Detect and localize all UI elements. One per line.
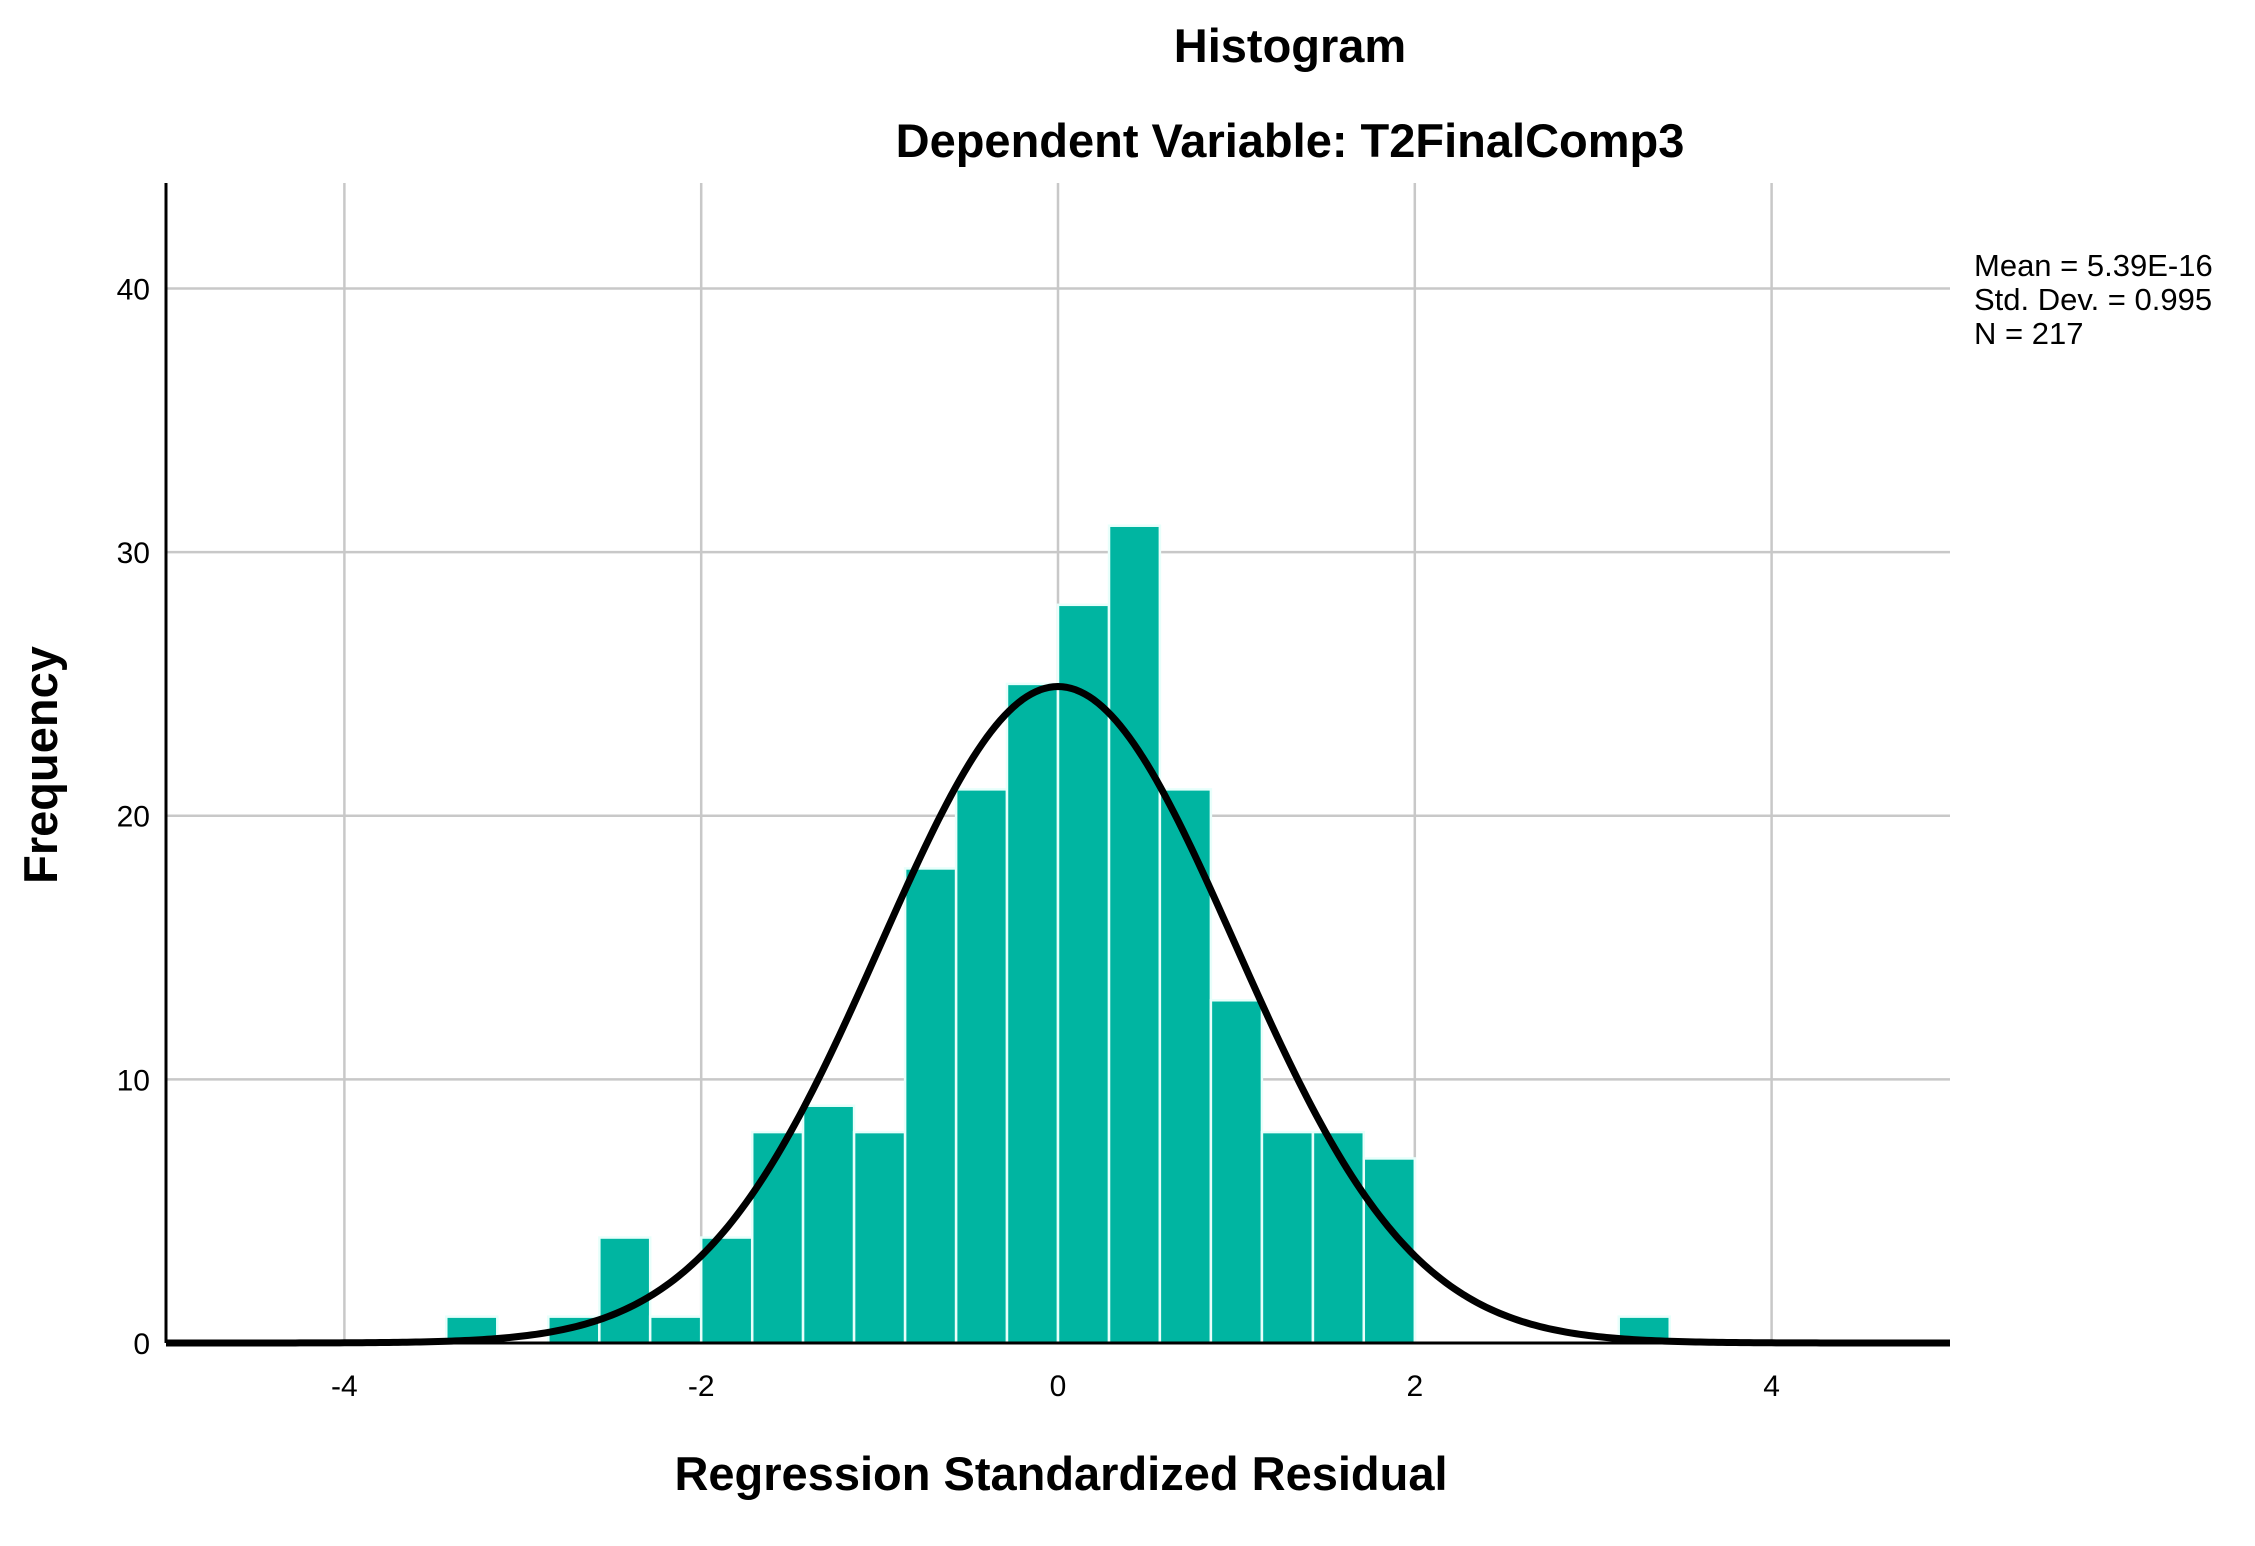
y-tick-label: 40 bbox=[117, 273, 150, 306]
histogram-bar bbox=[598, 1236, 652, 1345]
x-tick-label: -4 bbox=[331, 1370, 358, 1403]
y-tick-label: 10 bbox=[117, 1064, 150, 1097]
histogram-bar bbox=[750, 1130, 805, 1345]
stats-legend: Mean = 5.39E-16 Std. Dev. = 0.995 N = 21… bbox=[1974, 248, 2213, 351]
y-tick-label: 0 bbox=[133, 1328, 150, 1361]
axes bbox=[164, 183, 1950, 1345]
histogram-bar bbox=[1056, 603, 1111, 1345]
normal-curve bbox=[166, 683, 1950, 1347]
y-axis-label: Frequency bbox=[14, 646, 67, 884]
histogram-bar bbox=[852, 1130, 907, 1345]
histogram-bar bbox=[1005, 682, 1060, 1345]
histogram-bar bbox=[801, 1104, 856, 1345]
y-tick-label: 20 bbox=[117, 801, 150, 834]
histogram-bar bbox=[648, 1315, 703, 1345]
chart-title: Histogram bbox=[1174, 19, 1406, 72]
histogram-bar bbox=[954, 788, 1009, 1345]
histogram-bar bbox=[903, 867, 958, 1345]
stats-std-dev: Std. Dev. = 0.995 bbox=[1974, 282, 2212, 317]
stats-n: N = 217 bbox=[1974, 316, 2083, 351]
y-tick-label: 30 bbox=[117, 537, 150, 570]
stats-mean: Mean = 5.39E-16 bbox=[1974, 248, 2213, 283]
histogram-bar bbox=[1260, 1130, 1315, 1345]
histogram-bar bbox=[1311, 1130, 1366, 1345]
histogram-bar bbox=[1107, 524, 1162, 1345]
histogram-bar bbox=[1209, 999, 1264, 1345]
x-tick-label: 0 bbox=[1050, 1370, 1067, 1403]
x-tick-label: -2 bbox=[688, 1370, 715, 1403]
chart-subtitle: Dependent Variable: T2FinalComp3 bbox=[896, 114, 1685, 167]
histogram-bar bbox=[699, 1236, 754, 1345]
x-tick-label: 4 bbox=[1763, 1370, 1780, 1403]
x-tick-label: 2 bbox=[1406, 1370, 1423, 1403]
x-axis-label: Regression Standardized Residual bbox=[674, 1447, 1447, 1500]
histogram-bars bbox=[445, 524, 1671, 1345]
grid-lines bbox=[166, 183, 1950, 1343]
